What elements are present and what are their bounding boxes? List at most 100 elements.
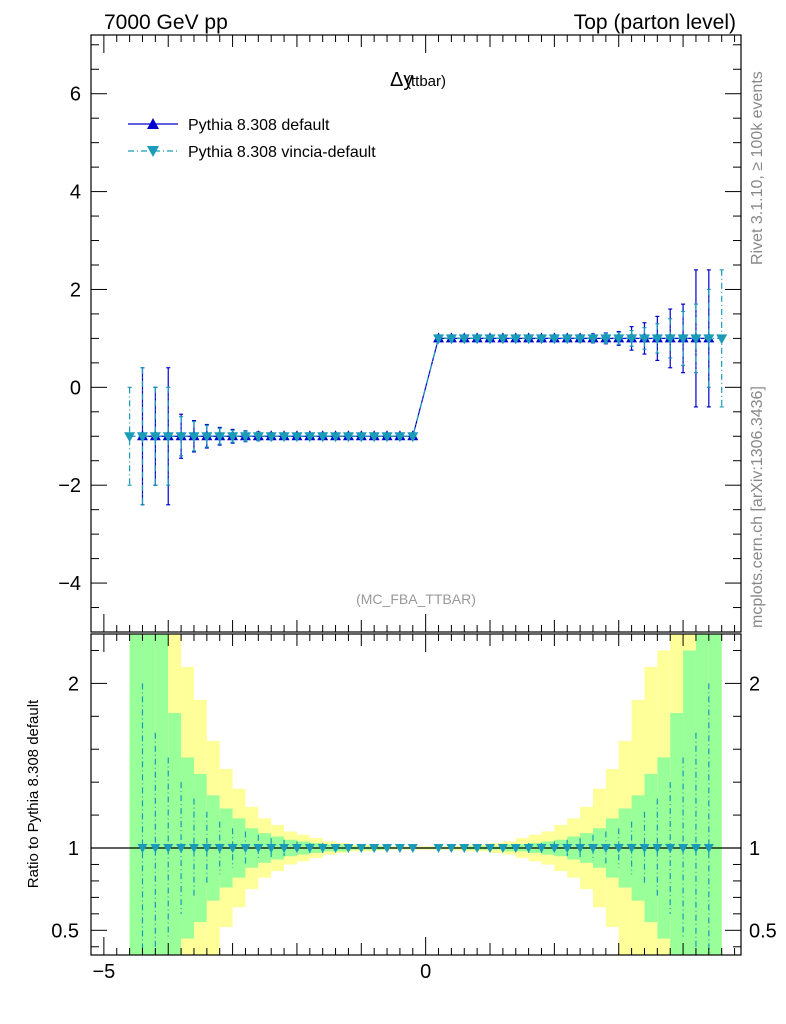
mcplots-label: mcplots.cern.ch [arXiv:1306.3436] [749,386,766,628]
ratio-point [330,844,341,853]
ratio-point [266,844,277,853]
ratio-point [639,844,650,853]
ratio-y-tick-label-left: 2 [68,673,79,695]
header-process: Top (parton level) [574,11,736,34]
legend-label-vincia: Pythia 8.308 vincia-default [188,144,376,161]
data-point [613,334,625,345]
ratio-point [382,844,393,853]
data-point [162,432,174,443]
y-tick-label: 0 [70,377,81,399]
data-point [214,432,226,443]
ratio-point [227,844,238,853]
data-point [471,334,483,345]
ratio-point [188,844,199,853]
ratio-point [587,844,598,853]
ratio-band-inner [683,650,696,955]
data-point [497,334,509,345]
data-point [445,334,457,345]
ratio-point [163,844,174,853]
header-energy: 7000 GeV pp [104,11,228,34]
data-point [252,432,264,443]
ratio-point [690,844,701,853]
ratio-y-tick-label-right: 1 [749,838,760,860]
data-point [149,432,161,443]
ratio-point [678,844,689,853]
ratio-point [626,844,637,853]
ratio-point [562,844,573,853]
rivet-label: Rivet 3.1.10, ≥ 100k events [749,71,766,265]
data-point [239,432,251,443]
data-point [317,432,329,443]
y-tick-label: 4 [70,182,81,204]
data-point [227,432,239,443]
series-line-vincia [129,337,722,437]
legend-entry-vincia: Pythia 8.308 vincia-default [128,144,376,161]
series-line-default [142,337,709,437]
ratio-point [665,844,676,853]
data-point [368,432,380,443]
ratio-point [317,844,328,853]
data-point [626,334,638,345]
data-point [716,334,728,345]
ratio-point [433,844,444,853]
ratio-point [485,844,496,853]
ratio-point [613,844,624,853]
data-point [394,432,406,443]
data-point [278,432,290,443]
data-point [330,432,342,443]
x-tick-label: 0 [420,961,431,983]
y-tick-label: 2 [70,279,81,301]
ratio-point [549,844,560,853]
ratio-point [703,844,714,853]
ratio-point [497,844,508,853]
data-point [484,334,496,345]
data-point [574,334,586,345]
data-point [188,432,200,443]
ratio-point [459,844,470,853]
data-point [703,334,715,345]
ratio-band-inner [142,634,156,955]
ratio-band-inner [168,713,182,955]
plot-title: Δy (ttbar) [390,69,446,91]
data-point [175,432,187,443]
legend-label-default: Pythia 8.308 default [188,117,330,134]
ratio-point [291,844,302,853]
data-point [124,432,136,443]
ratio-band-inner [155,634,169,955]
data-point [407,432,419,443]
x-tick-label: −5 [92,961,115,983]
data-point [638,334,650,345]
y-tick-label: 6 [70,84,81,106]
ratio-point [536,844,547,853]
data-point [510,334,522,345]
data-point [523,334,535,345]
ratio-point [575,844,586,853]
data-point [651,334,663,345]
data-point [201,432,213,443]
ratio-point [137,844,148,853]
ratio-point [343,844,354,853]
data-point [587,334,599,345]
ratio-point [176,844,187,853]
legend-entry-default: Pythia 8.308 default [128,117,330,134]
data-point [355,432,367,443]
title-delta-y: Δy [390,69,413,91]
ratio-point [253,844,264,853]
data-point [690,334,702,345]
data-point [304,432,316,443]
ratio-band-inner [695,634,709,955]
ratio-y-tick-label-right: 0.5 [749,920,777,942]
title-ttbar: (ttbar) [406,73,446,90]
ratio-point [407,844,418,853]
ratio-band-inner [708,634,722,955]
data-point [291,432,303,443]
data-point [136,432,148,443]
data-point [265,432,277,443]
ratio-point [472,844,483,853]
data-point [342,432,354,443]
ratio-y-tick-label-left: 0.5 [51,920,79,942]
data-point [600,334,612,345]
main-frame [90,34,742,633]
data-point [548,334,560,345]
